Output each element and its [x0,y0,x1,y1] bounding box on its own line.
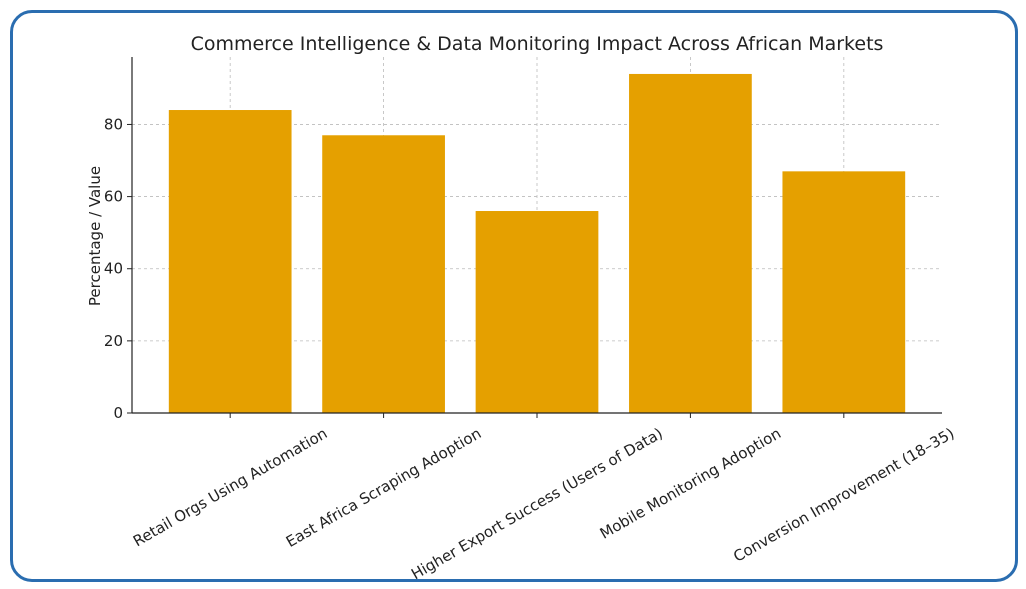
chart-frame [10,10,1018,582]
y-tick-label: 40 [104,260,123,278]
y-axis-label: Percentage / Value [86,166,104,306]
bar-3 [629,73,752,413]
bar-4 [782,171,906,413]
bar-1 [322,135,445,413]
chart-title: Commerce Intelligence & Data Monitoring … [191,33,884,55]
y-tick-label: 80 [104,115,123,133]
y-tick-label: 20 [104,332,123,350]
bar-2 [475,211,599,413]
y-tick-label: 60 [104,188,123,206]
y-tick-label: 0 [113,404,123,422]
bar-0 [168,110,292,414]
